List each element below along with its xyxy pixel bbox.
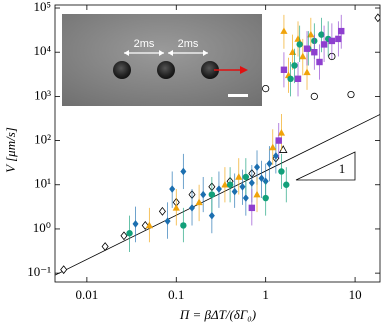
data-point [338, 27, 345, 35]
y-tick-label: 10² [34, 132, 51, 147]
data-point [310, 92, 318, 100]
data-point [208, 191, 216, 198]
data-point [316, 58, 323, 66]
x-tick-label: 0.1 [168, 287, 184, 302]
droplet [157, 61, 175, 79]
data-point [272, 152, 279, 160]
inset-image: 2ms 2ms [62, 14, 262, 106]
y-tick-label: 10⁴ [33, 43, 51, 58]
data-point [221, 180, 229, 188]
x-tick-label: 10 [349, 287, 362, 302]
y-tick-label: 10³ [34, 87, 51, 102]
droplet [201, 61, 219, 79]
inset-label: 2ms [178, 38, 199, 50]
data-point [318, 31, 325, 38]
plot-area [55, 13, 380, 276]
data-point [269, 143, 277, 151]
data-point [239, 182, 246, 191]
fit-line [55, 114, 380, 276]
data-point [126, 230, 133, 237]
data-point [248, 179, 255, 187]
data-point [101, 242, 109, 251]
data-point [215, 185, 222, 193]
data-point [296, 41, 303, 48]
data-point [248, 204, 256, 212]
x-tick-label: 0.01 [76, 287, 99, 302]
data-point [307, 30, 315, 38]
data-point [169, 185, 176, 193]
x-tick-label: 1 [262, 287, 269, 302]
data-point [311, 48, 318, 56]
data-point [287, 75, 294, 83]
data-point [158, 206, 166, 216]
data-point [180, 167, 187, 176]
data-point [242, 173, 250, 181]
data-point [242, 194, 249, 202]
data-point [303, 68, 311, 76]
data-point [132, 220, 139, 228]
data-point [283, 181, 290, 188]
data-point [303, 45, 311, 52]
data-point [235, 173, 243, 180]
y-tick-label: 10⁻¹ [27, 264, 51, 279]
data-point [291, 62, 298, 69]
data-point [278, 145, 288, 153]
data-point [280, 66, 288, 73]
slope-label: 1 [339, 161, 346, 176]
data-point [278, 168, 285, 175]
data-point [180, 222, 187, 229]
data-point [266, 159, 273, 168]
arrow-head [240, 66, 248, 74]
slope-triangle [295, 151, 356, 181]
scale-bar [228, 94, 248, 97]
data-point [60, 265, 68, 275]
data-point [231, 187, 238, 196]
data-point [253, 190, 261, 198]
data-point [277, 128, 286, 136]
y-tick-label: 10¹ [34, 176, 51, 191]
y-tick-label: 10⁵ [33, 0, 51, 14]
data-point [275, 137, 282, 144]
data-point [299, 52, 307, 60]
y-tick-label: 10⁰ [33, 220, 51, 235]
data-point [288, 48, 297, 55]
data-point [254, 163, 261, 171]
inset-label: 2ms [134, 38, 155, 50]
data-point [120, 231, 128, 241]
data-point [262, 194, 269, 202]
data-point [294, 75, 302, 83]
data-point [200, 190, 207, 199]
data-point [141, 221, 149, 230]
data-point [347, 90, 355, 99]
plot-frame [54, 4, 381, 283]
data-point [335, 35, 342, 43]
droplet [113, 61, 131, 79]
data-point [328, 37, 336, 45]
data-point [145, 221, 153, 229]
data-point [280, 27, 288, 34]
data-point [320, 41, 328, 48]
data-point [164, 217, 171, 225]
data-point [226, 181, 234, 188]
data-point [258, 174, 265, 183]
x-axis-label: Π = βΔT/(δΓ₀) [179, 307, 256, 322]
data-point [294, 35, 302, 42]
data-point [189, 204, 196, 212]
y-axis-label: V [μm/s] [3, 127, 18, 173]
data-point [195, 198, 203, 206]
data-point [208, 211, 215, 220]
data-point [172, 204, 180, 211]
data-point [262, 85, 270, 93]
inset-background [62, 14, 262, 106]
